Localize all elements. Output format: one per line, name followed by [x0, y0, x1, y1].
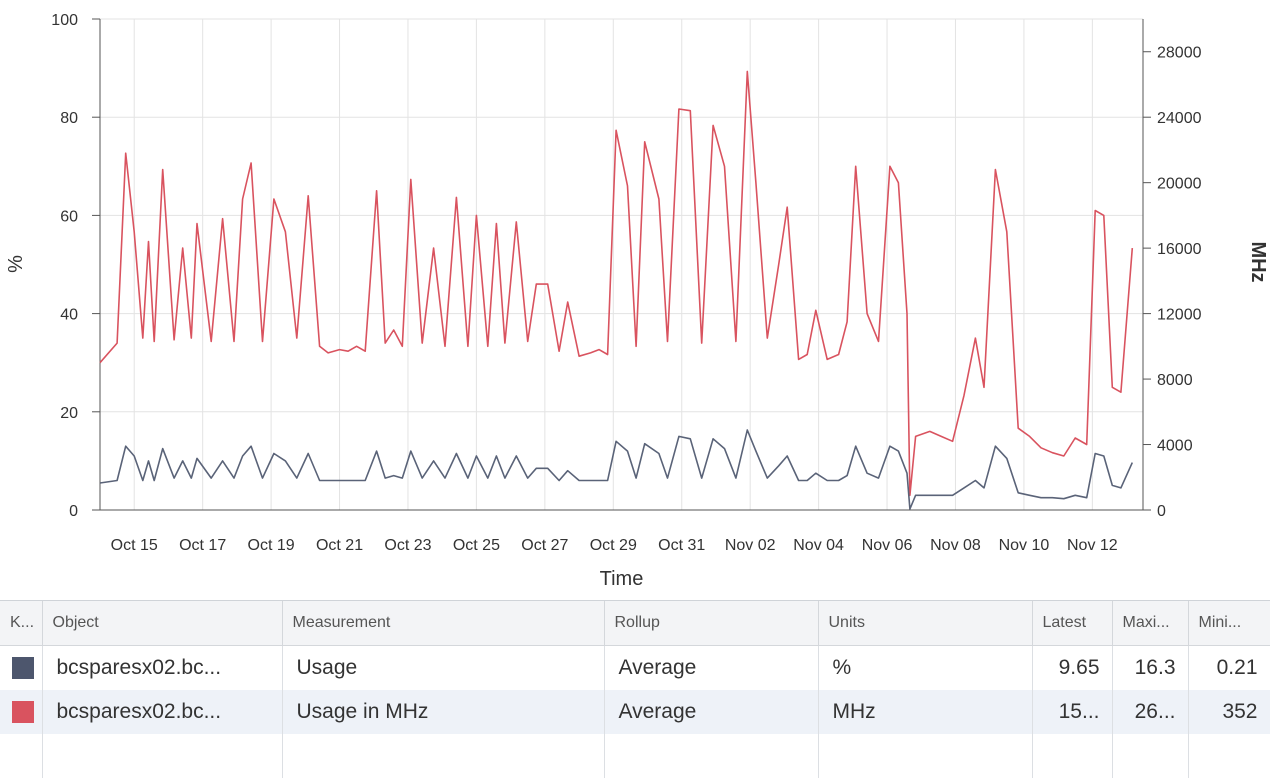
y-right-tick-label: 24000 [1157, 110, 1202, 127]
y-right-tick-label: 16000 [1157, 241, 1202, 258]
empty-cell [42, 734, 283, 778]
column-header-minimum[interactable]: Mini... [1188, 601, 1270, 646]
y-left-tick-label: 60 [60, 208, 78, 225]
table-row[interactable]: bcsparesx02.bc... Usage in MHz Average M… [0, 690, 1270, 734]
y-right-tick-label: 12000 [1157, 307, 1202, 324]
color-swatch [12, 657, 34, 680]
measurement-cell: Usage [282, 645, 605, 690]
x-tick-label: Nov 12 [1067, 537, 1118, 554]
x-tick-label: Oct 21 [316, 537, 363, 554]
legend-header-row: K... Object Measurement Rollup Units Lat… [0, 601, 1270, 646]
y-left-tick-label: 0 [69, 503, 78, 520]
legend-table: K... Object Measurement Rollup Units Lat… [0, 600, 1270, 778]
x-tick-label: Oct 19 [248, 537, 295, 554]
y-right-tick-label: 4000 [1157, 438, 1193, 455]
column-header-maximum[interactable]: Maxi... [1112, 601, 1189, 646]
x-tick-label: Oct 17 [179, 537, 226, 554]
units-cell: MHz [818, 690, 1033, 734]
x-tick-label: Oct 27 [521, 537, 568, 554]
rollup-cell: Average [604, 690, 819, 734]
y-right-tick-label: 20000 [1157, 176, 1202, 193]
series-line [99, 429, 1134, 510]
x-tick-label: Nov 04 [793, 537, 844, 554]
column-header-measurement[interactable]: Measurement [282, 601, 605, 646]
column-header-units[interactable]: Units [818, 601, 1033, 646]
x-tick-label: Nov 06 [862, 537, 913, 554]
y-left-tick-label: 40 [60, 307, 78, 324]
x-tick-label: Oct 25 [453, 537, 500, 554]
y-left-tick-label: 20 [60, 405, 78, 422]
table-row[interactable]: bcsparesx02.bc... Usage Average % 9.65 1… [0, 645, 1270, 690]
key-swatch-cell [0, 645, 43, 690]
legend-grid: K... Object Measurement Rollup Units Lat… [0, 601, 1270, 778]
object-cell: bcsparesx02.bc... [42, 645, 283, 690]
performance-chart: Oct 15 Oct 17 Oct 19 Oct 21 Oct 23 Oct 25 Oct … [5, 12, 1269, 590]
minimum-cell: 0.21 [1188, 645, 1270, 690]
key-swatch-cell [0, 690, 43, 734]
rollup-cell: Average [604, 645, 819, 690]
latest-cell: 9.65 [1032, 645, 1113, 690]
series-line [99, 70, 1134, 497]
table-row-empty [0, 734, 1270, 778]
empty-cell [0, 734, 43, 778]
y-right-axis-title: MHz [1247, 241, 1269, 282]
y-left-tick-label: 80 [60, 110, 78, 127]
x-tick-label: Oct 31 [658, 537, 705, 554]
units-cell: % [818, 645, 1033, 690]
latest-cell: 15... [1032, 690, 1113, 734]
x-tick-label: Oct 15 [111, 537, 158, 554]
object-cell: bcsparesx02.bc... [42, 690, 283, 734]
empty-cell [1188, 734, 1270, 778]
measurement-cell: Usage in MHz [282, 690, 605, 734]
empty-cell [282, 734, 605, 778]
y-left-axis-title: % [5, 255, 27, 273]
empty-cell [818, 734, 1033, 778]
color-swatch [12, 701, 34, 724]
empty-cell [1112, 734, 1189, 778]
x-tick-label: Oct 23 [384, 537, 431, 554]
x-tick-label: Nov 10 [999, 537, 1050, 554]
x-tick-label: Nov 02 [725, 537, 776, 554]
column-header-rollup[interactable]: Rollup [604, 601, 819, 646]
y-right-tick-label: 28000 [1157, 45, 1202, 62]
column-header-latest[interactable]: Latest [1032, 601, 1113, 646]
empty-cell [1032, 734, 1113, 778]
y-right-tick-label: 0 [1157, 503, 1166, 520]
maximum-cell: 26... [1112, 690, 1189, 734]
minimum-cell: 352 [1188, 690, 1270, 734]
column-header-object[interactable]: Object [42, 601, 283, 646]
maximum-cell: 16.3 [1112, 645, 1189, 690]
x-axis-title: Time [600, 568, 644, 590]
empty-cell [604, 734, 819, 778]
y-left-tick-label: 100 [51, 12, 78, 29]
y-right-tick-label: 8000 [1157, 372, 1193, 389]
x-tick-label: Nov 08 [930, 537, 981, 554]
x-tick-label: Oct 29 [590, 537, 637, 554]
column-header-key[interactable]: K... [0, 601, 43, 646]
chart-svg: Oct 15 Oct 17 Oct 19 Oct 21 Oct 23 Oct 25 Oct … [5, 12, 1269, 590]
